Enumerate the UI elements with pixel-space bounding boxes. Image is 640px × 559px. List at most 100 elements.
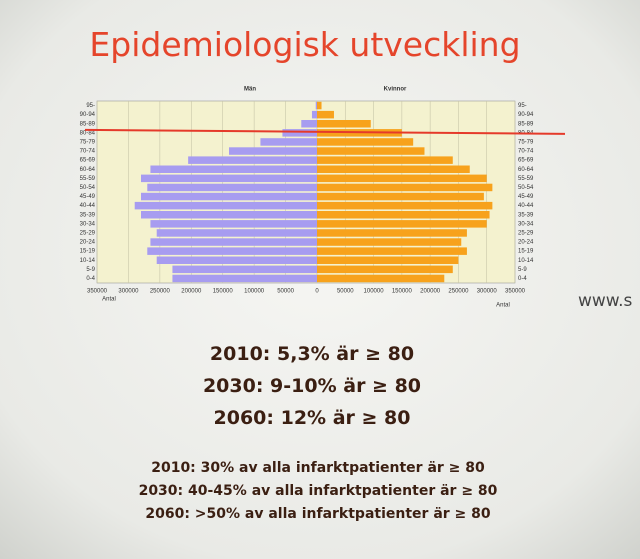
population-bar: [317, 165, 470, 173]
age-label: 85-89: [518, 121, 534, 127]
age-label: 5-9: [86, 267, 95, 273]
population-bar: [317, 274, 445, 283]
age-label: 35-39: [518, 212, 534, 218]
population-bar: [147, 183, 317, 192]
x-tick-label: 50000: [337, 289, 354, 295]
population-bar: [172, 265, 317, 274]
age-label: 25-29: [80, 231, 96, 237]
population-bar: [317, 156, 453, 164]
age-label: 0-4: [518, 276, 527, 282]
stats: 2010: 5,3% är ≥ 80 2030: 9-10% är ≥ 80 206…: [139, 343, 498, 522]
age-label: 55-59: [80, 176, 96, 182]
age-label: 90-94: [80, 112, 96, 118]
slide-title: Epidemiologisk utveckling: [89, 25, 520, 64]
population-bar: [317, 183, 493, 192]
population-bar: [317, 229, 467, 237]
age-label: 75-79: [518, 140, 534, 146]
age-label: 15-19: [518, 249, 534, 255]
x-tick-label: 0: [315, 289, 319, 295]
population-bar: [317, 138, 414, 146]
age-label: 30-34: [518, 221, 534, 227]
age-label: 65-69: [80, 158, 96, 164]
population-bar: [317, 256, 459, 264]
population-bar: [315, 101, 317, 110]
age-label: 50-54: [80, 185, 96, 191]
x-tick-label: 200000: [420, 289, 441, 295]
x-axis-label: Antal: [102, 297, 116, 303]
age-label: 50-54: [518, 185, 534, 191]
x-tick-label: 300000: [477, 289, 498, 295]
fact-line: 2030: 40-45% av alla infarktpatienter är…: [139, 483, 498, 499]
x-tick-label: 100000: [244, 289, 265, 295]
source-url: www.s: [578, 291, 633, 311]
x-tick-label: 300000: [118, 289, 139, 295]
population-bar: [172, 274, 317, 283]
x-tick-label: 250000: [150, 289, 171, 295]
stat-line: 2060: 12% är ≥ 80: [214, 407, 411, 429]
x-tick-label: 100000: [364, 289, 385, 295]
age-label: 95-: [86, 103, 95, 109]
age-label: 85-89: [80, 121, 96, 127]
age-label: 40-44: [80, 203, 96, 209]
population-bar: [141, 211, 317, 219]
x-tick-label: 350000: [87, 289, 108, 295]
population-bar: [282, 129, 317, 137]
stat-line: 2010: 5,3% är ≥ 80: [210, 343, 414, 365]
population-bar: [317, 110, 334, 119]
population-bar: [260, 138, 317, 146]
age-label: 70-74: [80, 149, 96, 155]
age-label: 65-69: [518, 158, 534, 164]
population-bar: [317, 147, 425, 155]
population-bar: [134, 201, 317, 210]
population-bar: [317, 220, 487, 228]
population-bar: [317, 192, 484, 201]
population-bar: [317, 211, 490, 219]
age-label: 55-59: [518, 176, 534, 182]
x-tick-label: 200000: [181, 289, 202, 295]
age-label: 45-49: [518, 194, 534, 200]
population-bar: [150, 220, 317, 228]
legend-label: Kvinnor: [384, 87, 407, 93]
population-bar: [156, 256, 317, 264]
population-bar: [317, 265, 453, 274]
age-label: 60-64: [80, 167, 96, 173]
x-axis-label: Antal: [496, 303, 510, 309]
population-bar: [150, 165, 317, 173]
age-label: 30-34: [80, 221, 96, 227]
age-label: 10-14: [518, 258, 534, 264]
population-bar: [301, 120, 317, 128]
age-label: 95-: [518, 103, 527, 109]
legend-label: Män: [244, 87, 256, 93]
population-bar: [317, 174, 487, 183]
x-tick-label: 350000: [505, 289, 526, 295]
age-label: 35-39: [80, 212, 96, 218]
population-bar: [317, 101, 322, 110]
population-bar: [147, 247, 317, 255]
age-label: 60-64: [518, 167, 534, 173]
population-bar: [317, 238, 462, 246]
stat-line: 2030: 9-10% är ≥ 80: [203, 375, 421, 397]
population-bar: [317, 201, 493, 210]
population-bar: [156, 229, 317, 237]
age-label: 15-19: [80, 249, 96, 255]
population-bar: [317, 120, 371, 128]
age-label: 5-9: [518, 267, 527, 273]
age-label: 40-44: [518, 203, 534, 209]
population-bar: [311, 110, 317, 119]
population-bar: [141, 174, 317, 183]
population-bar: [188, 156, 317, 164]
fact-line: 2060: >50% av alla infarktpatienter är ≥…: [145, 506, 491, 522]
x-tick-label: 150000: [213, 289, 234, 295]
population-bar: [229, 147, 317, 155]
age-label: 75-79: [80, 140, 96, 146]
age-label: 80-84: [80, 130, 96, 136]
population-bar: [150, 238, 317, 246]
marker-line: [84, 128, 566, 135]
age-label: 20-24: [518, 240, 534, 246]
age-label: 70-74: [518, 149, 534, 155]
x-tick-label: 50000: [277, 289, 294, 295]
x-tick-label: 250000: [448, 289, 469, 295]
fact-line: 2010: 30% av alla infarktpatienter är ≥ …: [151, 460, 485, 476]
population-bar: [141, 192, 317, 201]
